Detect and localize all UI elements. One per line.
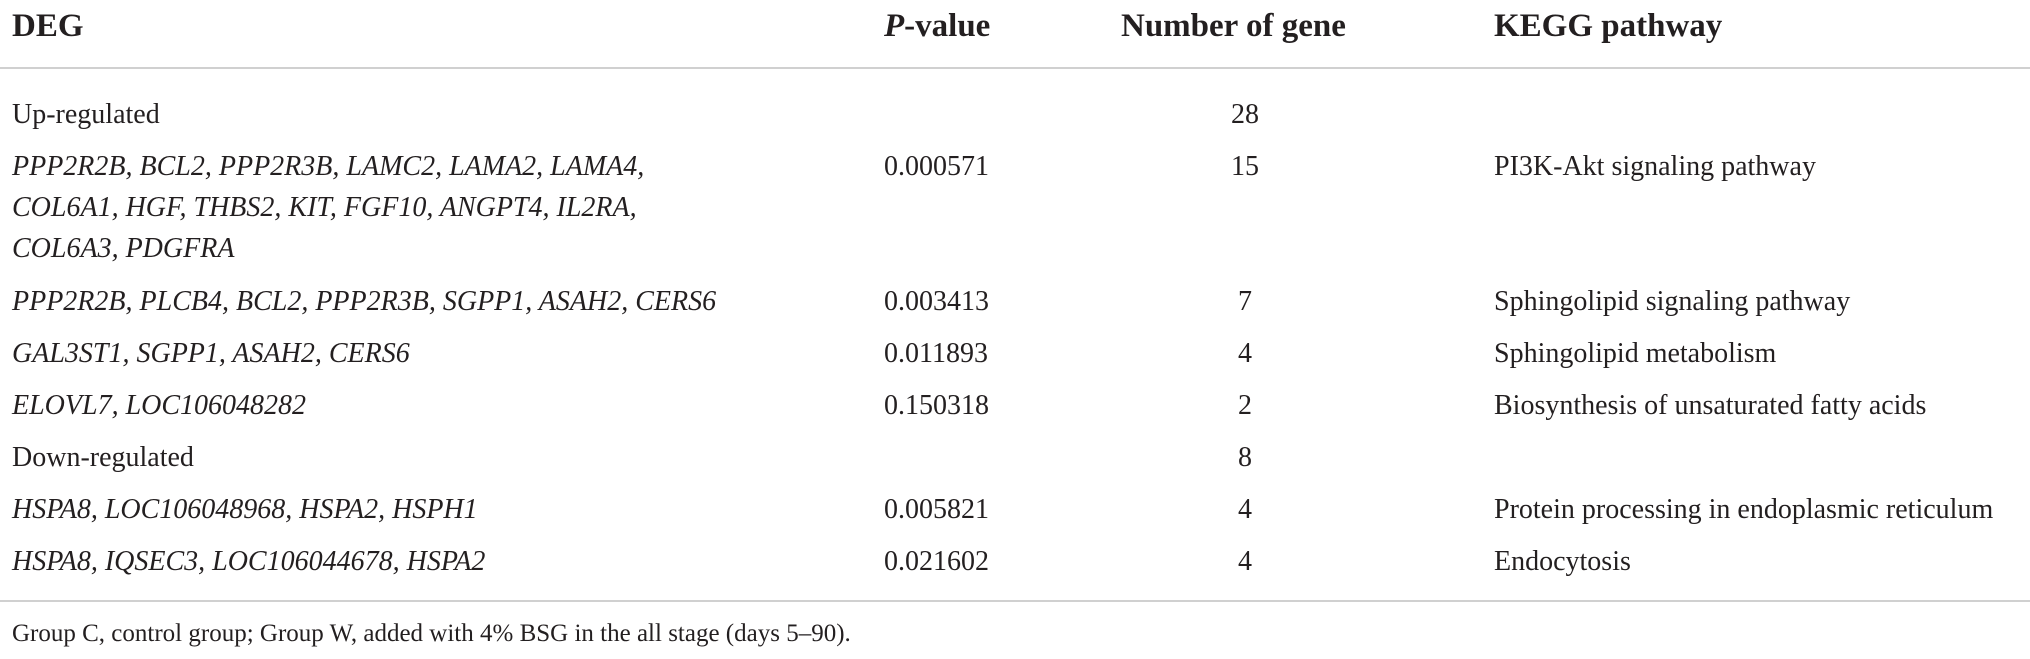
- footer-divider: [0, 600, 2030, 602]
- header-deg: DEG: [12, 8, 84, 44]
- kegg-cell: Sphingolipid signaling pathway: [1494, 286, 1851, 317]
- kegg-cell: Sphingolipid metabolism: [1494, 338, 1777, 369]
- p-value-cell: 0.000571: [884, 151, 989, 182]
- header-p-italic: P: [884, 8, 905, 44]
- deg-cell: GAL3ST1, SGPP1, ASAH2, CERS6: [12, 338, 410, 369]
- number-cell: 7: [1238, 286, 1252, 317]
- header-divider: [0, 67, 2030, 69]
- number-cell: 28: [1231, 99, 1259, 130]
- table-footnote: Group C, control group; Group W, added w…: [12, 620, 851, 647]
- header-kegg-pathway: KEGG pathway: [1494, 8, 1723, 44]
- kegg-cell: PI3K-Akt signaling pathway: [1494, 151, 1816, 182]
- kegg-cell: Biosynthesis of unsaturated fatty acids: [1494, 390, 1927, 421]
- number-cell: 15: [1231, 151, 1259, 182]
- number-cell: 4: [1238, 338, 1252, 369]
- p-value-cell: 0.003413: [884, 286, 989, 317]
- number-cell: 8: [1238, 442, 1252, 473]
- kegg-cell: Protein processing in endoplasmic reticu…: [1494, 494, 1994, 525]
- header-p-value: P-value: [884, 4, 990, 49]
- deg-cell: ELOVL7, LOC106048282: [12, 390, 307, 421]
- number-cell: 2: [1238, 390, 1252, 421]
- p-value-cell: 0.005821: [884, 494, 989, 525]
- deg-cell: Up-regulated: [12, 99, 160, 130]
- p-value-cell: 0.021602: [884, 546, 989, 577]
- kegg-cell: Endocytosis: [1494, 546, 1631, 577]
- header-p-rest: -value: [904, 8, 991, 44]
- deg-cell: PPP2R2B, PLCB4, BCL2, PPP2R3B, SGPP1, AS…: [12, 286, 717, 317]
- number-cell: 4: [1238, 546, 1252, 577]
- p-value-cell: 0.011893: [884, 338, 988, 369]
- deg-cell: Down-regulated: [12, 442, 194, 473]
- deg-cell: HSPA8, IQSEC3, LOC106044678, HSPA2: [12, 546, 486, 577]
- number-cell: 4: [1238, 494, 1252, 525]
- p-value-cell: 0.150318: [884, 390, 989, 421]
- deg-cell: HSPA8, LOC106048968, HSPA2, HSPH1: [12, 494, 478, 525]
- header-number-of-gene: Number of gene: [1121, 8, 1346, 44]
- deg-cell: PPP2R2B, BCL2, PPP2R3B, LAMC2, LAMA2, LA…: [12, 151, 645, 264]
